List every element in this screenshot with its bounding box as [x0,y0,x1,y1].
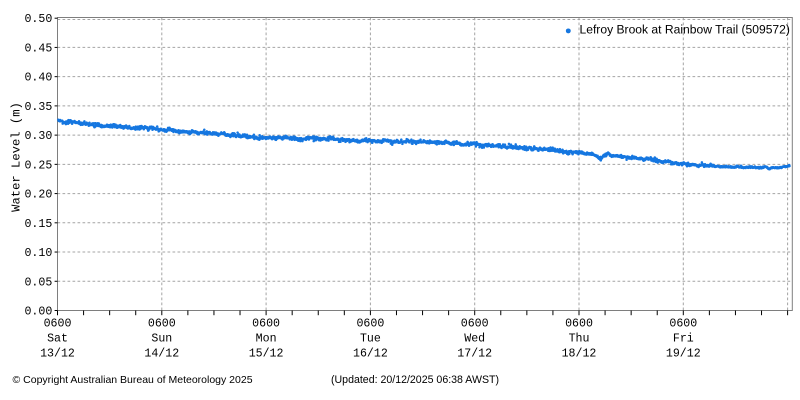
svg-text:18/12: 18/12 [562,348,597,361]
svg-text:0.20: 0.20 [24,189,52,202]
svg-text:0.25: 0.25 [24,159,52,172]
svg-text:0600: 0600 [356,318,384,331]
svg-text:(Updated: 20/12/2025 06:38 AWS: (Updated: 20/12/2025 06:38 AWST) [331,374,499,386]
svg-text:Sat: Sat [47,333,68,346]
svg-text:0.10: 0.10 [24,247,52,260]
svg-text:0600: 0600 [148,318,176,331]
svg-text:0.30: 0.30 [24,130,52,143]
svg-text:© Copyright Australian Bureau: © Copyright Australian Bureau of Meteoro… [13,374,253,386]
svg-text:Tue: Tue [360,333,381,346]
svg-text:0.40: 0.40 [24,72,52,85]
svg-text:15/12: 15/12 [249,348,284,361]
svg-text:Sun: Sun [151,333,172,346]
svg-text:0600: 0600 [565,318,593,331]
svg-text:0.00: 0.00 [24,306,52,319]
svg-text:0600: 0600 [252,318,280,331]
svg-text:0.35: 0.35 [24,101,52,114]
svg-text:0600: 0600 [669,318,697,331]
svg-text:Water Level (m): Water Level (m) [10,102,24,212]
svg-text:16/12: 16/12 [353,348,388,361]
svg-text:Fri: Fri [673,333,694,346]
svg-text:17/12: 17/12 [457,348,492,361]
svg-text:13/12: 13/12 [40,348,75,361]
svg-text:Thu: Thu [569,333,590,346]
svg-text:0600: 0600 [461,318,489,331]
svg-text:0.50: 0.50 [24,13,52,26]
svg-text:0.05: 0.05 [24,276,52,289]
svg-text:Wed: Wed [464,333,485,346]
svg-text:0600: 0600 [44,318,72,331]
svg-text:Mon: Mon [256,333,277,346]
svg-text:Lefroy Brook at Rainbow Trail: Lefroy Brook at Rainbow Trail (509572) [580,23,790,37]
svg-text:19/12: 19/12 [666,348,701,361]
svg-text:0.15: 0.15 [24,218,52,231]
svg-text:0.45: 0.45 [24,42,52,55]
svg-text:14/12: 14/12 [144,348,179,361]
